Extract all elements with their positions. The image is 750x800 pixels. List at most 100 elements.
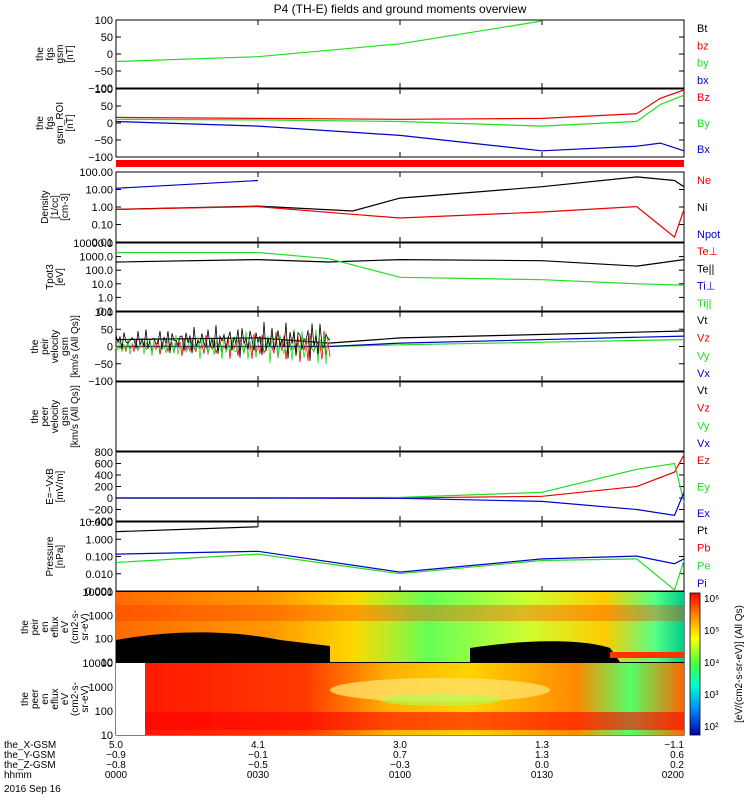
- y-tick-label: 400: [95, 470, 113, 482]
- y-axis-label: peir: [40, 337, 51, 354]
- legend-Pi: Pi: [697, 578, 707, 590]
- ephemeris-value: 0100: [389, 770, 412, 781]
- y-tick-label: −200: [88, 505, 113, 517]
- y-axis-label: [km/s (All Qs)]: [70, 315, 81, 378]
- y-axis-label: fgs: [45, 116, 56, 129]
- series-line-Bz: [115, 89, 685, 120]
- y-axis-label: en: [40, 621, 51, 632]
- ephemeris-value: 0.7: [393, 750, 407, 761]
- series-group: [115, 89, 685, 152]
- y-axis-label: the: [35, 116, 46, 130]
- ephemeris-value: −0.5: [248, 760, 268, 771]
- y-tick-label: −50: [94, 66, 113, 78]
- series-group: [115, 526, 685, 592]
- panel-peer-velocity: the peer velocity gsm [km/s (All Qs)] Vt Vz Vy V…: [30, 381, 710, 452]
- legend-Ez: Ez: [697, 455, 710, 467]
- series-line-Ex: [116, 492, 685, 516]
- y-axis-label: peer: [40, 406, 51, 427]
- y-axis-label: gsm_ROI: [55, 102, 66, 144]
- y-tick-label: 50: [101, 101, 113, 113]
- series-line-Pe: [115, 553, 685, 592]
- legend-By: By: [697, 118, 710, 130]
- legend-Ne: Ne: [697, 175, 711, 187]
- ephemeris-value: 0.0: [535, 760, 549, 771]
- y-axis-label: peer: [30, 688, 41, 709]
- y-axis-label: the: [30, 339, 41, 353]
- legend-Ni: Ni: [697, 202, 707, 214]
- velocity-noise-trace: [115, 321, 331, 362]
- series-line-Te||: [115, 258, 685, 267]
- y-tick-label: 800: [95, 447, 113, 459]
- legend-Ti⊥: Ti⊥: [697, 281, 715, 293]
- colorbar: 10⁶ 10⁵ 10⁴ 10³ 10² [eV/(cm2-s-sr-eV)] (All Q…: [689, 592, 745, 736]
- legend-Pe: Pe: [697, 560, 710, 572]
- y-tick-label: 1000: [89, 610, 113, 622]
- peer-spectrogram-image: [116, 663, 684, 735]
- y-tick-label: −400: [88, 516, 113, 528]
- legend-Vx: Vx: [697, 438, 710, 450]
- ephemeris-value: −0.1: [248, 750, 268, 761]
- y-axis-label: [mV/m]: [55, 470, 66, 502]
- colorbar-tick-label: 10³: [704, 690, 719, 701]
- panel-frame: [115, 19, 685, 89]
- series-group: [115, 176, 685, 239]
- velocity-noise-trace: [115, 328, 331, 365]
- y-tick-label: 0.010: [85, 569, 113, 581]
- y-axis-label: the: [20, 692, 31, 706]
- legend-Bz: Bz: [697, 92, 710, 104]
- colorbar-tick-label: 10²: [704, 722, 719, 733]
- ephemeris-value: 1.3: [535, 750, 549, 761]
- y-tick-label: 50: [101, 32, 113, 44]
- series-line-Bx: [115, 120, 685, 152]
- panel-fgs-gsm: 100 50 0 −50 −100 the fgs gsm_ROI [nT] Bz By Bx: [35, 84, 710, 164]
- y-tick-label: 1.000: [85, 534, 113, 546]
- panel-frame: [115, 451, 685, 522]
- y-tick-label: −100: [88, 83, 113, 95]
- y-tick-label: 600: [95, 459, 113, 471]
- series-group: [115, 20, 543, 63]
- y-axis-label: [nT]: [65, 114, 76, 131]
- colorbar-tick-label: 10⁴: [704, 658, 719, 669]
- ephemeris-value: 0.2: [670, 760, 684, 771]
- legend-Ey: Ey: [697, 482, 710, 494]
- legend-Vx: Vx: [697, 368, 710, 380]
- y-axis-label: gsm: [55, 45, 66, 64]
- y-tick-label: 100: [95, 307, 113, 319]
- y-tick-label: 0.100: [85, 552, 113, 564]
- ephemeris-value: −1.1: [664, 740, 684, 751]
- panel-temperature: 10000.0 1000.0100.0 10.01.0 0.1 Tpot3 [eV] Te⊥…: [45, 238, 718, 318]
- ephemeris-value: 5.0: [109, 740, 123, 751]
- ephemeris-value: 0030: [247, 770, 270, 781]
- series-line-Ez: [116, 454, 685, 499]
- y-tick-label: −100: [88, 152, 113, 164]
- panel-peir-velocity: 100 50 0 −50 −100 the peir velocity gsm [km/s (Al…: [30, 307, 710, 388]
- y-tick-label: 10.0: [92, 279, 113, 291]
- legend-Vz: Vz: [697, 403, 710, 415]
- y-tick-label: 0.1: [98, 306, 113, 318]
- y-axis-label: sr-eV): [80, 685, 91, 712]
- y-tick-label: 10.000: [79, 517, 113, 529]
- y-tick-label: 100: [95, 15, 113, 27]
- y-axis-label: en: [40, 693, 51, 704]
- y-tick-label: 1000.0: [79, 252, 113, 264]
- y-tick-label: 0.001: [85, 586, 113, 598]
- legend-Bt: Bt: [697, 23, 707, 35]
- colorbar-label: [eV/(cm2-s-sr-eV)] (All Qs): [734, 605, 745, 723]
- legend-bz: bz: [697, 40, 709, 52]
- series-line-Npot: [115, 179, 259, 189]
- ephemeris-row-name: the_Y-GSM: [4, 750, 55, 761]
- y-tick-label: −100: [88, 376, 113, 388]
- ephemeris-row-name: the_X-GSM: [4, 740, 56, 751]
- y-tick-label: 10: [101, 657, 113, 669]
- legend-Pt: Pt: [697, 525, 707, 537]
- series-line-Vt: [115, 330, 685, 344]
- legend-Te⊥: Te⊥: [697, 246, 718, 258]
- y-axis-label: fgs: [45, 47, 56, 60]
- y-tick-label: 50: [101, 324, 113, 336]
- legend-Vt: Vt: [697, 315, 707, 327]
- y-axis-label: eV: [60, 621, 71, 634]
- y-axis-label: gsm: [60, 407, 71, 426]
- y-tick-label: −50: [94, 135, 113, 147]
- y-axis-label: (cm2-s-: [70, 610, 81, 644]
